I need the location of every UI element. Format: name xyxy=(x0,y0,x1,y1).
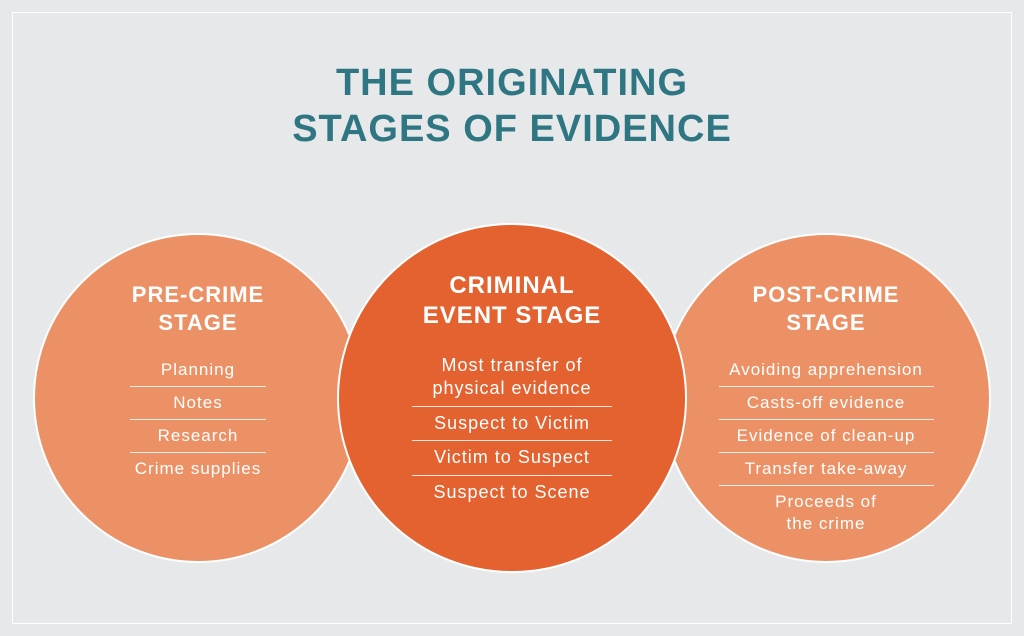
stage-item: Casts-off evidence xyxy=(747,387,905,419)
item-divider xyxy=(719,452,934,453)
page-title: THE ORIGINATING STAGES OF EVIDENCE xyxy=(13,13,1011,152)
title-line-1: THE ORIGINATING xyxy=(336,62,688,104)
stage-items-pre-crime: PlanningNotesResearchCrime supplies xyxy=(130,354,266,485)
item-divider xyxy=(130,452,266,453)
stage-item: Most transfer of physical evidence xyxy=(432,349,591,406)
stage-item: Proceeds of the crime xyxy=(775,486,877,540)
stage-items-criminal-event: Most transfer of physical evidenceSuspec… xyxy=(412,349,612,509)
stage-heading-pre-crime: PRE-CRIME STAGE xyxy=(132,281,264,336)
stage-heading-post-crime: POST-CRIME STAGE xyxy=(753,281,900,336)
stage-circle-pre-crime: PRE-CRIME STAGE PlanningNotesResearchCrim… xyxy=(33,233,363,563)
stage-circle-post-crime: POST-CRIME STAGE Avoiding apprehensionCas… xyxy=(661,233,991,563)
item-divider xyxy=(412,475,612,476)
stage-item: Suspect to Victim xyxy=(434,407,590,440)
stage-heading-criminal-event: CRIMINAL EVENT STAGE xyxy=(423,271,602,331)
item-divider xyxy=(130,419,266,420)
item-divider xyxy=(719,485,934,486)
stage-circle-criminal-event: CRIMINAL EVENT STAGE Most transfer of phy… xyxy=(337,223,687,573)
stage-item: Suspect to Scene xyxy=(433,476,590,509)
stage-item: Evidence of clean-up xyxy=(737,420,916,452)
outer-frame: THE ORIGINATING STAGES OF EVIDENCE PRE-C… xyxy=(0,0,1024,636)
stage-item: Avoiding apprehension xyxy=(729,354,923,386)
stage-item: Research xyxy=(158,420,239,452)
title-line-2: STAGES OF EVIDENCE xyxy=(292,108,732,150)
stage-item: Crime supplies xyxy=(135,453,261,485)
stage-item: Transfer take-away xyxy=(745,453,908,485)
item-divider xyxy=(130,386,266,387)
stage-items-post-crime: Avoiding apprehensionCasts-off evidenceE… xyxy=(719,354,934,541)
circles-row: PRE-CRIME STAGE PlanningNotesResearchCrim… xyxy=(13,223,1011,573)
item-divider xyxy=(412,440,612,441)
inner-frame: THE ORIGINATING STAGES OF EVIDENCE PRE-C… xyxy=(12,12,1012,624)
stage-item: Planning xyxy=(161,354,235,386)
item-divider xyxy=(412,406,612,407)
stage-item: Notes xyxy=(173,387,222,419)
item-divider xyxy=(719,419,934,420)
stage-item: Victim to Suspect xyxy=(434,441,590,474)
item-divider xyxy=(719,386,934,387)
